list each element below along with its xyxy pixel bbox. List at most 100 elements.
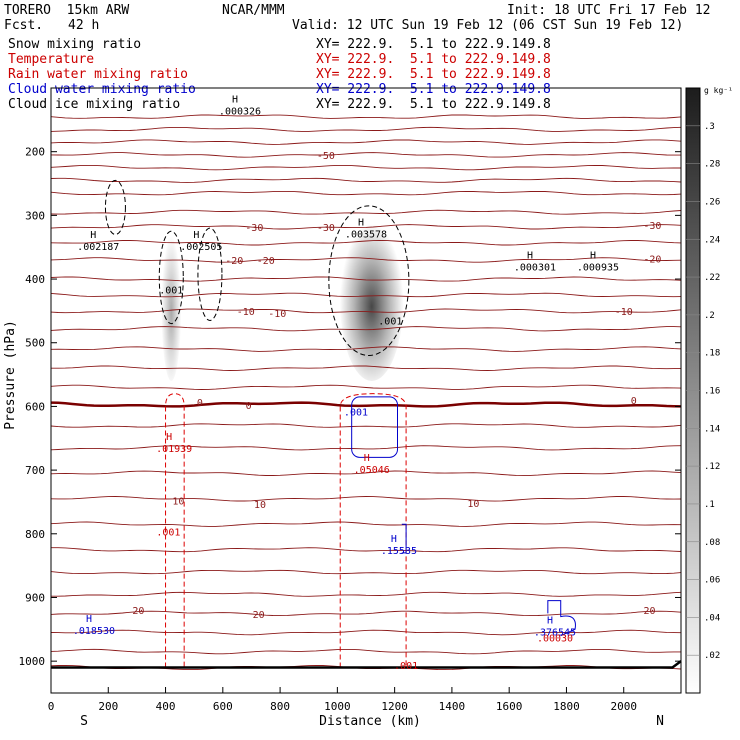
temperature-label: 0 <box>197 398 203 409</box>
maximum-mark: H <box>232 94 238 105</box>
isotherm-line <box>50 610 682 617</box>
temperature-label: -10 <box>615 307 633 318</box>
temperature-label: -10 <box>268 309 286 320</box>
x-tick-label: 1400 <box>439 700 466 713</box>
isotherm-line <box>50 190 682 196</box>
cloud-ice-contour <box>104 179 126 235</box>
y-tick-label: 1000 <box>19 655 46 668</box>
temperature-label: 10 <box>254 500 266 511</box>
isotherm-line <box>50 346 682 352</box>
maximum-value: .001 <box>394 661 418 672</box>
cloud-water-contour <box>351 396 399 458</box>
maximum-value: .000301 <box>514 262 556 273</box>
colorbar-tick-label: .22 <box>704 273 720 283</box>
colorbar-tick-label: .26 <box>704 197 720 207</box>
maximum-value: .001 <box>159 285 183 296</box>
north-label: N <box>656 714 664 729</box>
center-label: NCAR/MMM <box>222 3 285 18</box>
valid-time: Valid: 12 UTC Sun 19 Feb 12 (06 CST Sun … <box>292 18 684 33</box>
isotherm-line <box>50 152 681 158</box>
maximum-mark: H <box>90 230 96 241</box>
legend-cloud-ice: Cloud ice mixing ratio <box>8 97 181 112</box>
legend-cloud-ice-range: XY= 222.9. 5.1 to 222.9.149.8 <box>316 97 551 112</box>
isotherm-line <box>50 496 682 502</box>
colorbar-tick-label: .28 <box>704 160 720 170</box>
colorbar-tick-label: .12 <box>704 462 720 472</box>
legend-cloud-water: Cloud water mixing ratio <box>8 82 196 97</box>
isotherm-line <box>50 292 682 298</box>
x-tick-label: 1200 <box>381 700 408 713</box>
temperature-label: -30 <box>643 221 661 232</box>
y-tick-label: 700 <box>25 464 45 477</box>
maximum-mark: H <box>86 614 92 625</box>
temperature-label: -50 <box>317 151 335 162</box>
snow-core <box>161 228 182 381</box>
x-tick-label: 400 <box>156 700 176 713</box>
isotherm-line <box>50 126 682 132</box>
maximum-value: .001 <box>156 527 180 538</box>
isotherm-line <box>50 470 682 477</box>
temperature-label: 10 <box>467 499 479 510</box>
snow-core <box>339 215 404 381</box>
isotherm-line <box>50 629 682 636</box>
temperature-label: 20 <box>643 606 655 617</box>
isotherm-line <box>50 177 682 183</box>
maximum-mark: H <box>590 250 596 261</box>
legend-temperature-range: XY= 222.9. 5.1 to 222.9.149.8 <box>316 52 551 67</box>
isotherm-line <box>51 547 682 553</box>
temperature-label: 10 <box>172 497 184 508</box>
isotherm-line <box>51 591 682 597</box>
rain-contour <box>165 393 185 668</box>
colorbar-tick-label: .04 <box>704 613 720 623</box>
maximum-mark: H <box>527 250 533 261</box>
isotherm-line <box>50 445 682 451</box>
y-tick-label: 300 <box>25 209 45 222</box>
cloud-water-contour <box>547 600 576 637</box>
y-tick-label: 500 <box>25 337 45 350</box>
x-tick-label: 2000 <box>610 700 637 713</box>
isotherm-line <box>50 401 682 408</box>
maximum-mark: H <box>391 534 397 545</box>
y-tick-label: 900 <box>25 591 45 604</box>
maximum-mark: H <box>358 217 364 228</box>
colorbar-tick-label: .18 <box>704 349 720 359</box>
isotherm-line <box>50 308 682 314</box>
colorbar-tick-label: .16 <box>704 387 720 397</box>
y-tick-label: 400 <box>25 273 45 286</box>
temperature-label: 20 <box>132 606 144 617</box>
x-tick-label: 600 <box>213 700 233 713</box>
y-tick-label: 800 <box>25 528 45 541</box>
x-tick-label: 800 <box>270 700 290 713</box>
isotherm-line <box>50 276 682 282</box>
colorbar-tick-label: .24 <box>704 235 720 245</box>
y-tick-label: 200 <box>25 146 45 159</box>
isotherm-line <box>50 257 682 263</box>
cloud-ice-contour <box>197 227 223 321</box>
model-title: TORERO 15km ARW <box>4 3 130 18</box>
isotherm-line <box>51 365 682 371</box>
isotherm-line <box>50 423 682 428</box>
colorbar-tick-label: .3 <box>704 122 715 132</box>
maximum-value: .05046 <box>354 465 390 476</box>
isotherm-line <box>50 224 682 230</box>
isotherm-line <box>50 164 682 171</box>
maximum-value: .001 <box>378 317 402 328</box>
maximum-value: .01939 <box>156 444 192 455</box>
maximum-value: .018530 <box>73 626 115 637</box>
forecast-hour: 42 h <box>68 18 100 33</box>
legend-temperature: Temperature <box>8 52 95 67</box>
plot-frame <box>50 87 682 694</box>
temperature-label: -10 <box>237 307 255 318</box>
colorbar-tick-label: .08 <box>704 538 720 548</box>
isotherm-line <box>50 521 682 527</box>
isotherm-line <box>50 209 682 215</box>
x-tick-label: 1800 <box>553 700 580 713</box>
colorbar-unit: g kg⁻¹ <box>704 86 733 95</box>
maximum-mark: H <box>547 615 553 626</box>
maximum-value: .001 <box>344 408 368 419</box>
init-time: Init: 18 UTC Fri 17 Feb 12 <box>507 3 711 18</box>
colorbar-tick-label: .1 <box>704 500 715 510</box>
isotherm-line <box>50 648 681 655</box>
rain-contour <box>339 393 407 668</box>
maximum-value: .000326 <box>219 106 261 117</box>
